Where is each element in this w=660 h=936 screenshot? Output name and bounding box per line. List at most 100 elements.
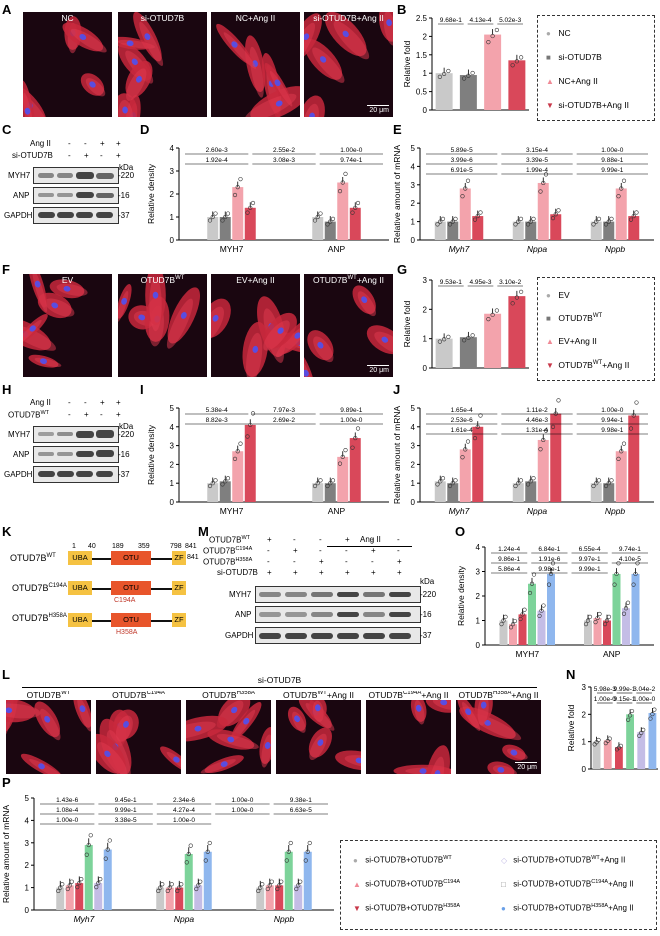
data-point [179, 882, 184, 887]
data-point [606, 219, 611, 224]
aa-position: 40 [88, 543, 96, 550]
p-value-label: 3.08e-3 [273, 157, 295, 164]
bar [207, 217, 219, 240]
p-value-label: 1.00e-0 [594, 696, 616, 703]
band [57, 212, 74, 218]
data-point [245, 210, 250, 215]
data-point [158, 885, 163, 890]
band [96, 212, 113, 218]
nucleus [304, 33, 310, 41]
y-tick-label: 4 [25, 816, 30, 825]
band [259, 612, 281, 617]
cell [352, 285, 376, 317]
image-label: si-OTUD7B+Ang II [313, 13, 384, 23]
bar [275, 885, 284, 910]
p-value-label: 9.53e-1 [440, 279, 462, 286]
cell-body [383, 12, 393, 46]
cell-field [393, 692, 451, 774]
bar [65, 885, 74, 910]
y-tick-label: 3 [411, 181, 416, 190]
p-value-label: 2.69e-2 [273, 417, 295, 424]
p-value-label: 3.39e-5 [526, 157, 548, 164]
p-value-label: 4.27e-4 [173, 807, 195, 814]
chart-G: 0 1 2 3 Relative fold 9.53e-1 4.95e-3 3.10e-2 [402, 276, 529, 373]
chart-O: 0 1 2 3 4 Relative density MYH7 ANP 1.24e-4 6.84e… [456, 543, 654, 659]
data-point [546, 582, 552, 587]
band [38, 173, 54, 178]
p-value-label: 6.84e-1 [538, 546, 560, 553]
data-point [350, 210, 355, 215]
image-label: OTUD7BH358A [186, 691, 271, 700]
cell-field [304, 12, 393, 117]
panel-label-G: G [397, 262, 408, 277]
data-point [466, 335, 471, 340]
data-point [619, 449, 624, 454]
bar [294, 885, 303, 910]
data-point [520, 612, 525, 617]
data-point [225, 476, 231, 481]
data-point [353, 205, 358, 210]
bar [459, 337, 477, 368]
cell-body [304, 103, 319, 117]
data-point [594, 219, 599, 224]
panel-label-H: H [2, 382, 12, 397]
protein-label: MYH7 [229, 590, 252, 599]
bar [508, 296, 526, 368]
sign: - [345, 546, 348, 555]
cell [457, 695, 481, 731]
cell [28, 274, 48, 313]
data-point [465, 178, 471, 183]
data-point [96, 881, 101, 886]
data-point [318, 478, 323, 483]
bar [537, 439, 549, 502]
data-point [603, 483, 609, 489]
data-point [541, 180, 546, 186]
bar [459, 449, 471, 502]
data-point [86, 842, 91, 848]
bar [593, 618, 602, 645]
y-tick-label: 1 [411, 218, 416, 227]
data-point [490, 312, 495, 317]
cell [207, 729, 259, 750]
ang-line [327, 546, 412, 547]
p-value-label: 4.10e-5 [619, 556, 641, 563]
aa-position: 1 [72, 543, 76, 550]
data-point [94, 885, 99, 890]
data-point [637, 733, 642, 738]
data-point [186, 851, 191, 857]
data-point [528, 479, 533, 484]
data-point [499, 622, 504, 627]
p-value-label: 9.99e-1 [115, 807, 137, 814]
y-tick-label: 1 [582, 738, 587, 747]
x-tick-label: MYH7 [220, 506, 244, 516]
data-point [203, 858, 208, 863]
data-point [169, 882, 174, 887]
cell-body [70, 28, 107, 53]
cell-body [244, 93, 297, 117]
y-tick-label: 3 [170, 167, 175, 176]
legend-item: ▲ NC+Ang II [546, 76, 598, 86]
band [285, 612, 307, 617]
construct-name: OTUD7BC194A [12, 583, 67, 593]
p-value-label: 1.00e-0 [231, 807, 253, 814]
data-point [529, 581, 535, 586]
data-point [541, 437, 546, 443]
sign: + [116, 151, 121, 160]
data-point [250, 411, 256, 416]
p-value-label: 9.86e-1 [498, 556, 520, 563]
x-tick-label: Nppb [274, 914, 295, 924]
y-tick-label: 4 [411, 162, 416, 171]
data-point [596, 216, 602, 221]
bar [349, 438, 361, 502]
p-value-label: 1.00e-0 [601, 407, 623, 414]
data-point [466, 73, 471, 78]
image-label: EV [61, 275, 74, 285]
bar [509, 624, 517, 645]
cell [308, 727, 332, 761]
x-tick-label: Myh7 [449, 244, 470, 254]
mw-marker: -220 [118, 430, 135, 439]
data-point [446, 68, 451, 74]
bar [219, 217, 231, 240]
data-point [501, 618, 506, 623]
data-point [453, 478, 458, 483]
